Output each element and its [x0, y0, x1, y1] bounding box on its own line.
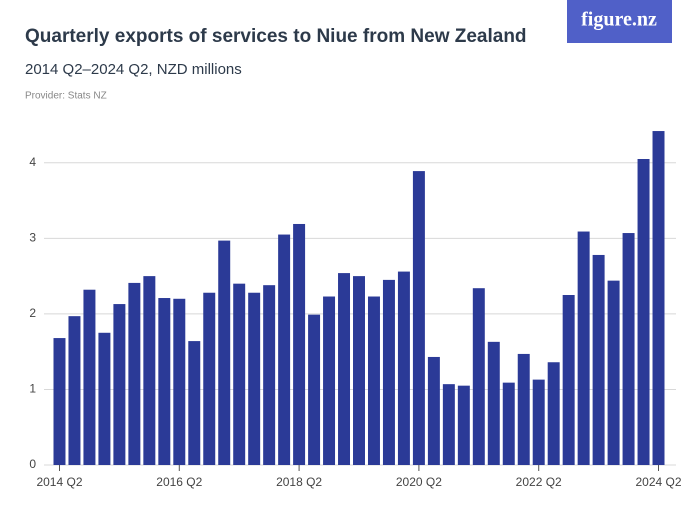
- bar: [278, 234, 291, 465]
- bar: [248, 292, 261, 465]
- bar: [203, 292, 216, 465]
- x-tick-label: 2014 Q2: [36, 475, 82, 489]
- bar: [472, 288, 485, 465]
- bar: [128, 282, 141, 465]
- x-tick-label: 2024 Q2: [635, 475, 681, 489]
- provider: Provider: Stats NZ: [25, 91, 107, 102]
- bar: [143, 276, 156, 465]
- bar: [53, 338, 66, 465]
- bar: [83, 289, 96, 465]
- bar: [517, 353, 530, 465]
- bar: [323, 296, 336, 465]
- bar: [487, 341, 500, 465]
- bar: [427, 356, 440, 465]
- bar: [592, 254, 605, 465]
- x-tick-label: 2022 Q2: [516, 475, 562, 489]
- bar: [353, 276, 365, 465]
- bar: [263, 285, 276, 465]
- bar: [442, 384, 455, 465]
- y-tick-label: 2: [29, 306, 36, 320]
- bar: [532, 379, 545, 465]
- bar: [637, 159, 650, 465]
- x-tick-label: 2018 Q2: [276, 475, 322, 489]
- bar: [607, 280, 620, 465]
- y-tick-label: 4: [29, 155, 36, 169]
- bar: [233, 283, 246, 465]
- y-tick-label: 0: [29, 457, 36, 471]
- logo: figure.nz: [581, 9, 657, 31]
- bar: [113, 304, 126, 465]
- bar: [502, 382, 515, 465]
- bar: [412, 171, 425, 466]
- bar: [158, 298, 171, 465]
- bar: [577, 231, 590, 465]
- logo-box: [567, 0, 672, 43]
- bar: [562, 295, 575, 465]
- chart-subtitle: 2014 Q2–2024 Q2, NZD millions: [25, 61, 242, 78]
- bar: [367, 296, 380, 465]
- bar: [652, 131, 665, 466]
- bar: [218, 240, 231, 465]
- bar: [382, 279, 395, 465]
- x-tick-label: 2020 Q2: [396, 475, 442, 489]
- bar: [457, 385, 470, 465]
- bar: [68, 316, 81, 465]
- bar: [338, 273, 351, 465]
- bar: [293, 223, 306, 465]
- y-tick-label: 3: [29, 231, 36, 245]
- bar: [173, 298, 186, 465]
- y-tick-label: 1: [29, 382, 36, 396]
- chart-title: Quarterly exports of services to Niue fr…: [25, 26, 527, 47]
- bar: [397, 271, 410, 465]
- bar: [622, 233, 635, 465]
- bar: [188, 341, 201, 465]
- x-tick-label: 2016 Q2: [156, 475, 202, 489]
- bar: [98, 332, 111, 465]
- bar: [547, 362, 560, 465]
- bar: [308, 314, 321, 465]
